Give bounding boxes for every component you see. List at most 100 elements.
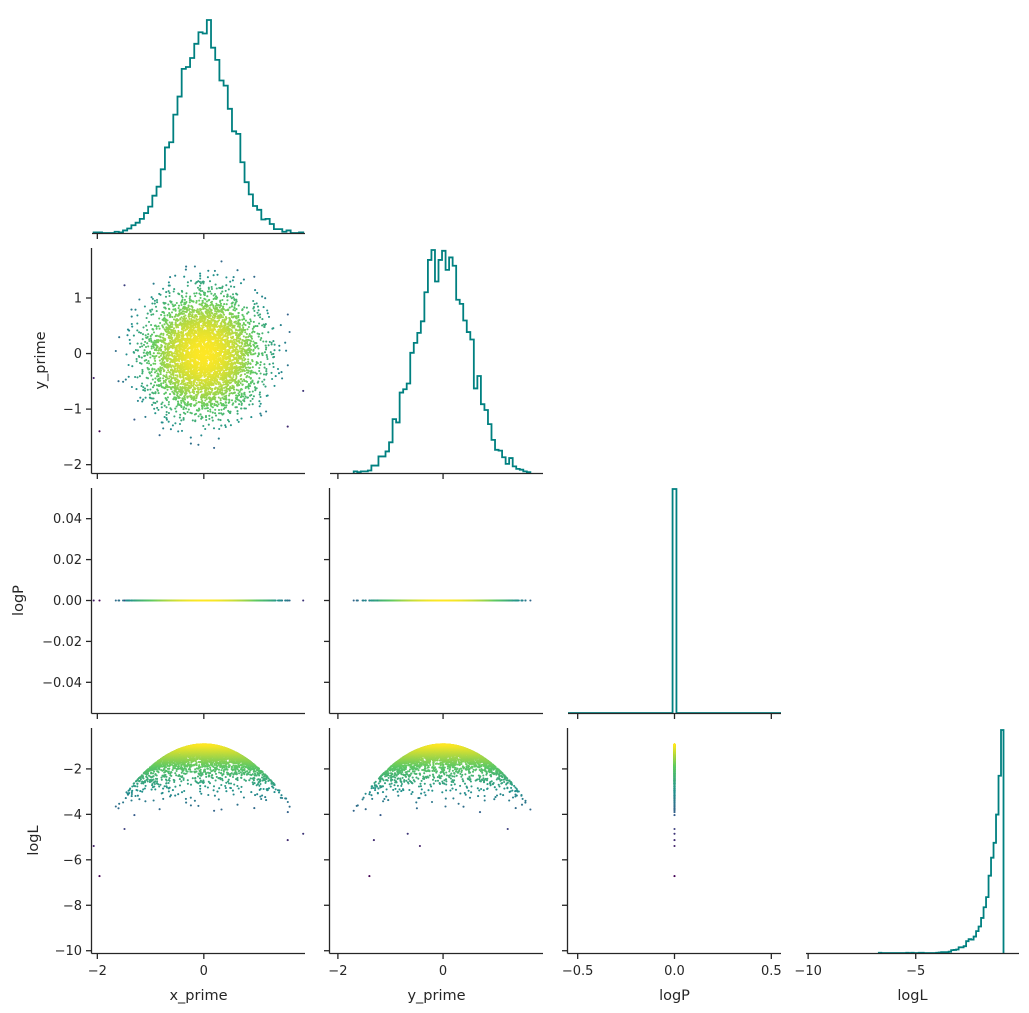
scatter-point <box>248 322 251 326</box>
scatter-point <box>145 316 148 320</box>
scatter-point <box>242 356 245 359</box>
scatter-point <box>232 373 235 377</box>
scatter-point <box>236 410 239 413</box>
scatter-point <box>272 362 275 365</box>
scatter-point <box>204 403 207 406</box>
scatter-point <box>195 381 198 384</box>
scatter-point <box>202 282 205 285</box>
scatter-point <box>199 274 202 277</box>
scatter-point <box>154 377 157 380</box>
scatter-point <box>148 339 151 343</box>
scatter-point <box>167 303 170 306</box>
scatter-point <box>252 353 255 356</box>
scatter-point <box>185 295 188 298</box>
scatter-point <box>162 381 165 385</box>
scatter-point <box>211 411 214 414</box>
scatter-point <box>135 357 138 361</box>
scatter-point <box>271 327 274 330</box>
scatter-point <box>221 286 224 289</box>
scatter-point <box>235 383 239 386</box>
scatter-point <box>265 373 268 376</box>
scatter-point <box>222 313 226 316</box>
scatter-point <box>198 284 202 287</box>
scatter-point <box>254 352 257 355</box>
scatter-point <box>174 422 177 425</box>
scatter-point <box>174 304 177 307</box>
scatter-point <box>197 443 200 446</box>
scatter-point <box>151 308 154 311</box>
scatter-point <box>202 402 206 405</box>
scatter-point <box>209 301 213 304</box>
scatter-point <box>178 360 181 363</box>
scatter-point <box>247 335 250 339</box>
scatter-point <box>222 369 225 372</box>
scatter-point <box>237 340 240 343</box>
scatter-point <box>235 388 238 391</box>
scatter-point <box>175 396 178 400</box>
scatter-point <box>227 394 231 397</box>
scatter-point <box>194 282 197 285</box>
scatter-point <box>237 392 240 395</box>
scatter-point <box>181 296 184 299</box>
scatter-point <box>200 378 203 381</box>
scatter-point <box>232 308 235 311</box>
scatter-point <box>258 366 261 370</box>
scatter-point <box>157 373 160 376</box>
scatter-point <box>226 293 229 296</box>
scatter-point <box>236 269 239 272</box>
scatter-point <box>203 294 206 297</box>
scatter-point <box>224 424 227 427</box>
panel-x_prime-vs-x_prime <box>92 19 305 239</box>
scatter-point <box>159 379 162 382</box>
scatter-point <box>177 314 180 317</box>
scatter-point <box>237 316 240 319</box>
scatter-point <box>245 385 248 388</box>
scatter-point <box>212 316 215 319</box>
scatter-point <box>251 379 254 382</box>
scatter-point <box>222 386 226 390</box>
scatter-point <box>238 403 241 406</box>
scatter-point <box>231 326 234 329</box>
scatter-point <box>252 349 255 352</box>
scatter-point <box>270 341 273 344</box>
scatter-point <box>211 319 214 322</box>
scatter-point <box>163 323 166 326</box>
scatter-point <box>265 346 268 349</box>
scatter-point <box>214 400 217 403</box>
scatter-point <box>262 323 265 326</box>
scatter-point <box>247 338 250 341</box>
scatter-point <box>225 284 228 287</box>
scatter-point <box>209 304 212 307</box>
scatter-point <box>229 336 233 339</box>
scatter-point <box>124 378 127 381</box>
scatter-point <box>176 400 180 403</box>
scatter-point <box>278 344 281 347</box>
scatter-point <box>243 359 246 362</box>
scatter-point <box>233 346 236 349</box>
scatter-point <box>249 376 252 380</box>
scatter-point <box>265 370 268 373</box>
scatter-point <box>240 341 243 344</box>
scatter-point <box>143 349 146 352</box>
scatter-point <box>220 408 223 411</box>
scatter-point <box>239 378 242 381</box>
scatter-point <box>199 282 202 285</box>
scatter-point <box>183 398 187 401</box>
scatter-point <box>247 366 250 369</box>
scatter-point <box>251 390 254 393</box>
scatter-point <box>143 354 147 357</box>
scatter-point <box>234 333 237 337</box>
scatter-point <box>177 319 180 322</box>
scatter-point <box>202 307 205 311</box>
scatter-point <box>149 337 152 340</box>
scatter-point <box>174 407 177 410</box>
scatter-point <box>181 290 184 293</box>
scatter-point <box>242 315 245 318</box>
scatter-point <box>262 306 265 309</box>
scatter-point <box>266 357 269 361</box>
scatter-point <box>146 384 149 387</box>
scatter-point <box>267 315 271 318</box>
scatter-point <box>127 363 130 367</box>
scatter-point <box>233 285 236 288</box>
scatter-point <box>207 269 210 272</box>
